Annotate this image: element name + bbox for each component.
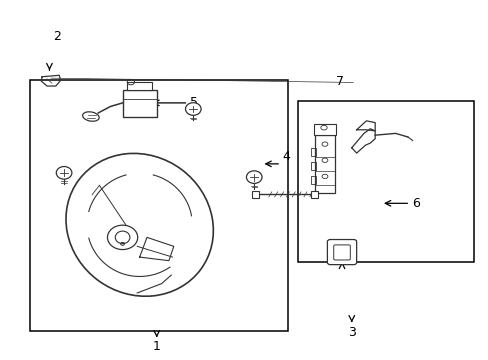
Text: 5: 5: [190, 96, 198, 109]
Bar: [311, 191, 318, 198]
Polygon shape: [351, 129, 374, 153]
FancyBboxPatch shape: [327, 239, 356, 265]
Bar: [127, 82, 152, 90]
Ellipse shape: [56, 167, 72, 179]
Bar: [311, 162, 316, 170]
Bar: [122, 90, 157, 117]
Bar: [251, 191, 259, 198]
Bar: [313, 125, 335, 135]
Text: 2: 2: [53, 30, 61, 43]
Bar: [311, 148, 316, 156]
Text: 6: 6: [411, 197, 419, 210]
Ellipse shape: [82, 112, 99, 121]
Text: 3: 3: [347, 326, 355, 339]
Bar: [298, 101, 473, 262]
Text: 4: 4: [282, 150, 289, 163]
Ellipse shape: [185, 103, 201, 115]
Text: 7: 7: [335, 75, 343, 88]
Text: 1: 1: [152, 340, 161, 353]
Bar: [30, 80, 288, 330]
Ellipse shape: [246, 171, 262, 184]
Bar: [311, 176, 316, 184]
Bar: [315, 135, 334, 193]
Ellipse shape: [107, 225, 138, 249]
